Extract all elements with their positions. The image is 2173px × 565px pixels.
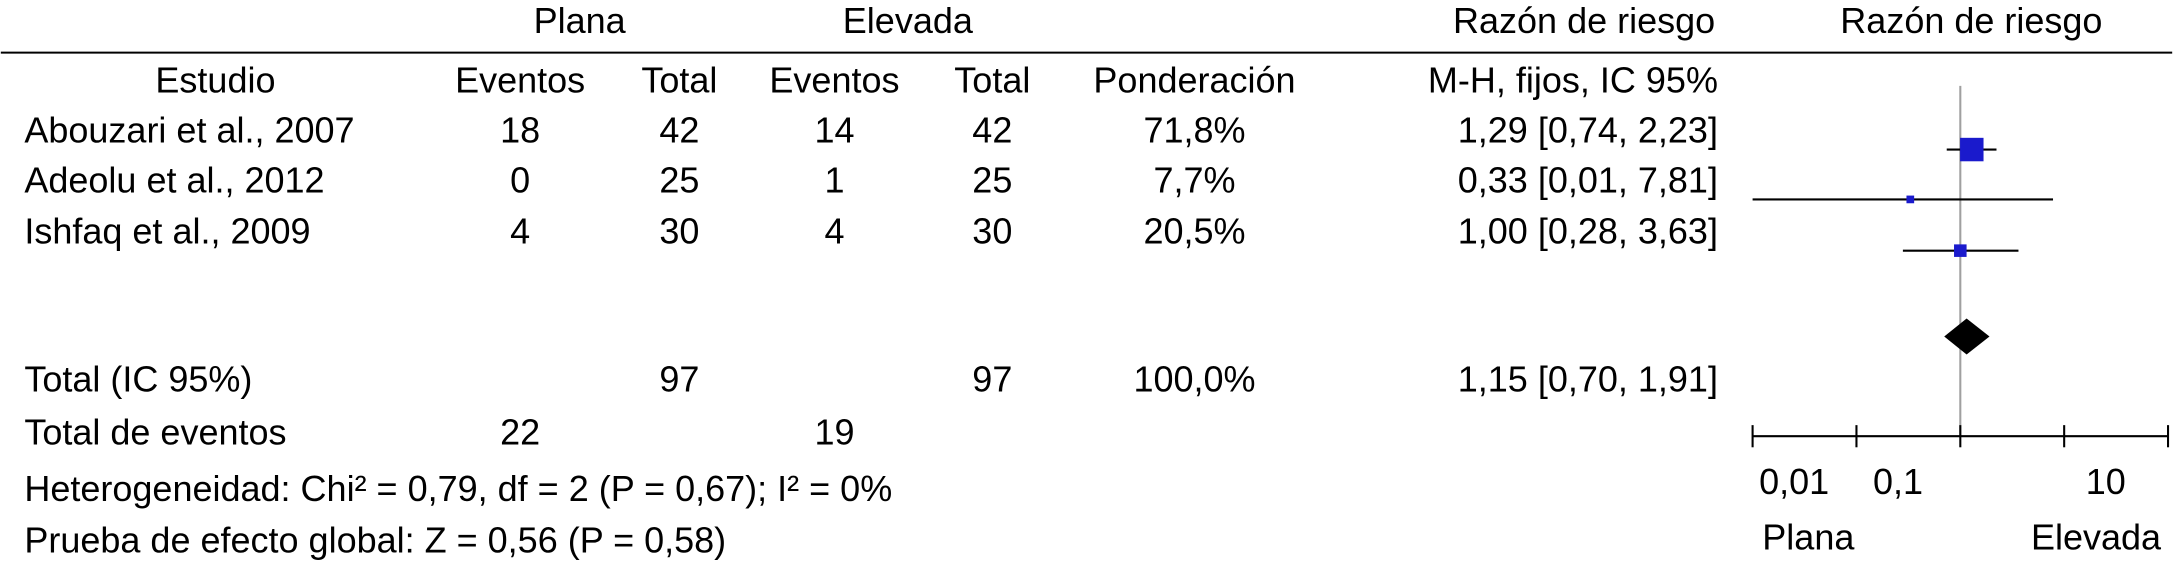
x-side-label: Plana — [1762, 517, 1855, 558]
events-plana: 18 — [500, 109, 540, 150]
column-header: Estudio — [155, 60, 275, 101]
x-tick-label: 0,1 — [1873, 461, 1923, 502]
events-elevada: 4 — [824, 211, 844, 252]
overall-test: Prueba de efecto global: Z = 0,56 (P = 0… — [24, 519, 726, 560]
events-elevada: 1 — [824, 159, 844, 200]
study-name: Abouzari et al., 2007 — [24, 109, 354, 150]
study-square — [1954, 244, 1967, 257]
events-total-label: Total de eventos — [24, 411, 286, 452]
events-elevada: 14 — [814, 109, 854, 150]
column-header: Total — [954, 60, 1030, 101]
total-elevada: 25 — [972, 159, 1012, 200]
weight: 7,7% — [1153, 159, 1235, 200]
group-header: Elevada — [843, 0, 974, 41]
total-rr: 1,15 [0,70, 1,91] — [1458, 359, 1718, 400]
effect-header: Razón de riesgo — [1453, 0, 1715, 41]
total-plana: 25 — [659, 159, 699, 200]
study-name: Adeolu et al., 2012 — [24, 159, 324, 200]
total-elevada: 97 — [972, 359, 1012, 400]
weight: 20,5% — [1143, 211, 1245, 252]
column-header: M-H, fijos, IC 95% — [1428, 60, 1718, 101]
total-plana: 42 — [659, 109, 699, 150]
study-square — [1906, 195, 1915, 204]
column-header: Eventos — [455, 60, 585, 101]
total-diamond — [1944, 318, 1990, 355]
heterogeneity: Heterogeneidad: Chi² = 0,79, df = 2 (P =… — [24, 468, 892, 509]
total-weight: 100,0% — [1133, 359, 1255, 400]
events-total-plana: 22 — [500, 411, 540, 452]
events-plana: 0 — [510, 159, 530, 200]
total-elevada: 42 — [972, 109, 1012, 150]
risk-ratio: 1,29 [0,74, 2,23] — [1458, 109, 1718, 150]
plot-header: Razón de riesgo — [1840, 0, 2102, 41]
total-plana: 97 — [659, 359, 699, 400]
weight: 71,8% — [1143, 109, 1245, 150]
events-total-elevada: 19 — [814, 411, 854, 452]
events-plana: 4 — [510, 211, 530, 252]
risk-ratio: 0,33 [0,01, 7,81] — [1458, 159, 1718, 200]
study-square — [1960, 137, 1984, 162]
total-elevada: 30 — [972, 211, 1012, 252]
group-header: Plana — [534, 0, 627, 41]
column-header: Ponderación — [1093, 60, 1295, 101]
x-tick-label: 0,01 — [1759, 461, 1829, 502]
total-plana: 30 — [659, 211, 699, 252]
column-header: Total — [641, 60, 717, 101]
column-header: Eventos — [769, 60, 899, 101]
x-tick-label: 10 — [2086, 461, 2126, 502]
x-side-label: Elevada — [2031, 517, 2162, 558]
total-label: Total (IC 95%) — [24, 359, 252, 400]
study-name: Ishfaq et al., 2009 — [24, 211, 310, 252]
risk-ratio: 1,00 [0,28, 3,63] — [1458, 211, 1718, 252]
